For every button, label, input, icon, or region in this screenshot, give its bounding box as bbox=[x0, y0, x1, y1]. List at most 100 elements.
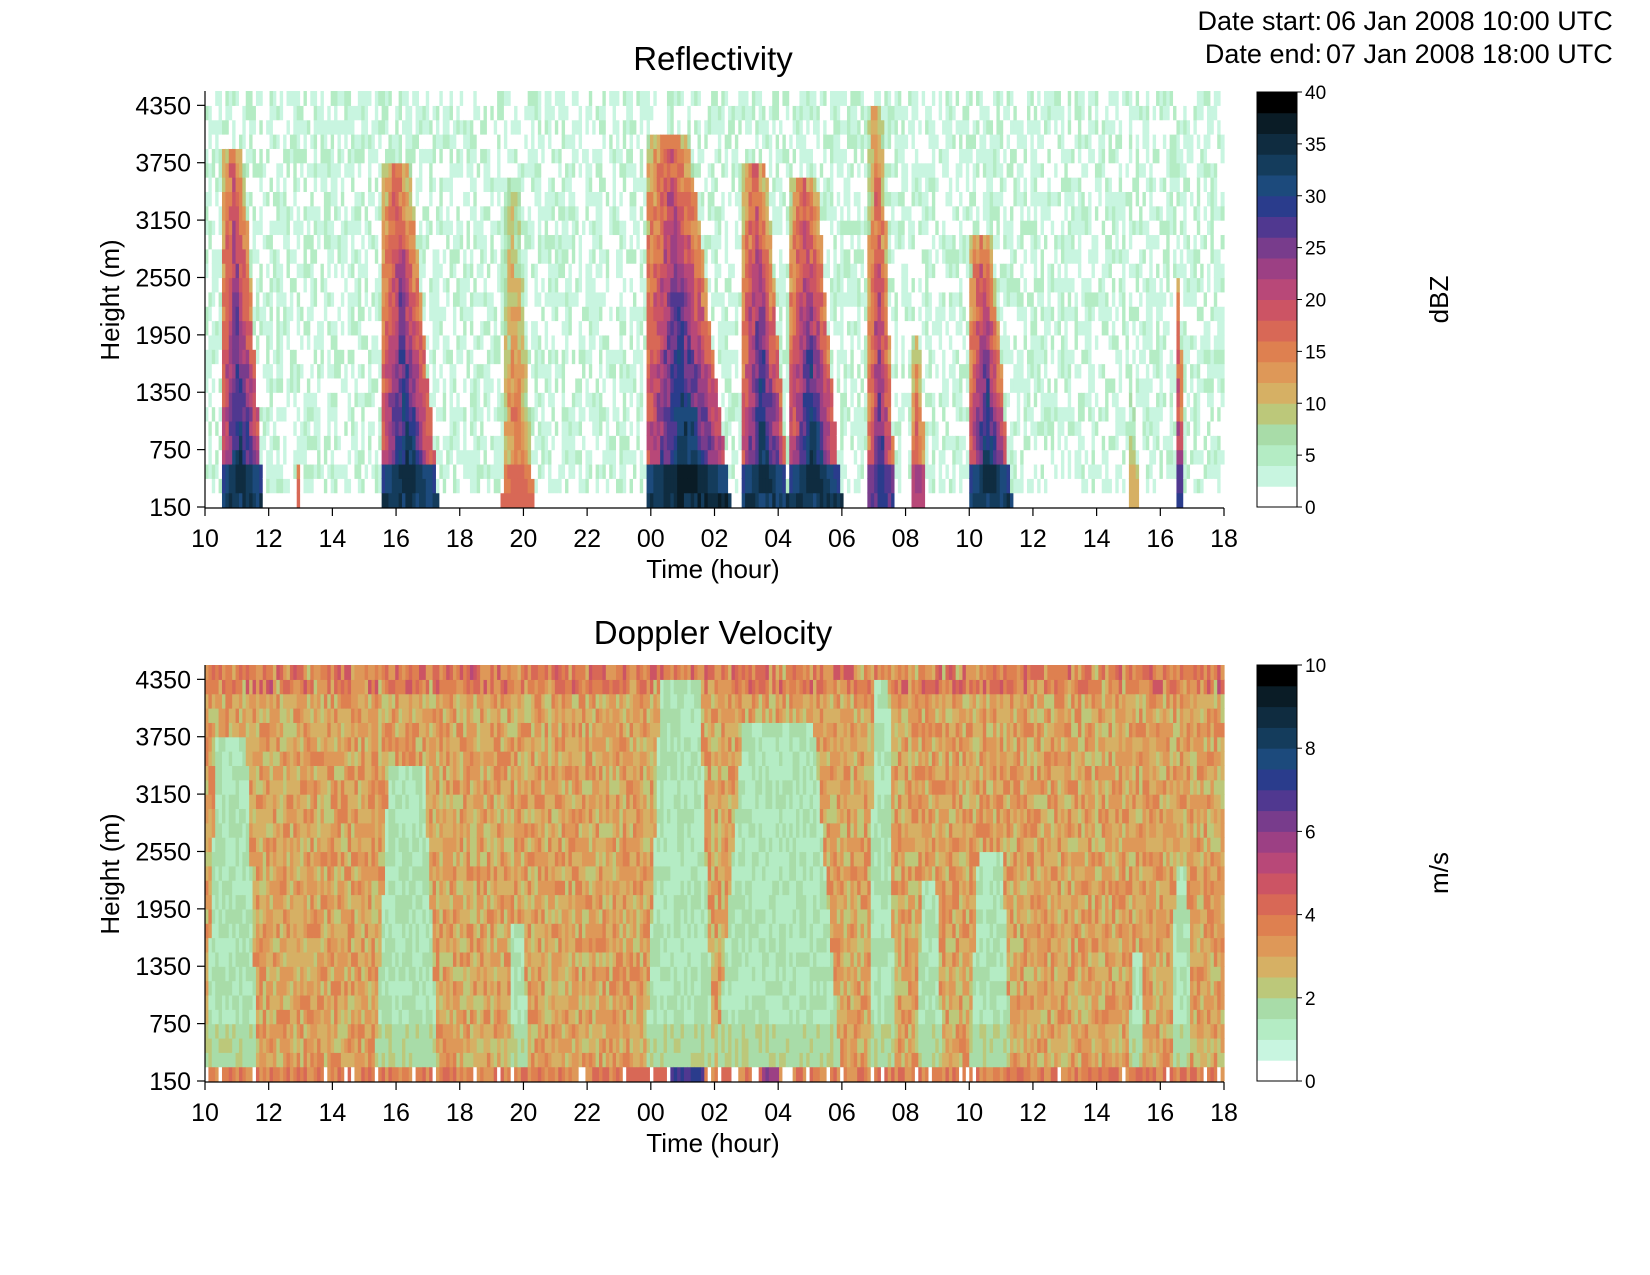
heatmap-cell bbox=[463, 248, 468, 264]
heatmap-cell bbox=[449, 277, 454, 293]
heatmap-cell bbox=[286, 349, 291, 365]
heatmap-cell bbox=[381, 406, 386, 422]
heatmap-cell bbox=[368, 377, 373, 393]
heatmap-cell bbox=[449, 349, 454, 365]
heatmap-cell bbox=[221, 306, 226, 322]
heatmap-cell bbox=[435, 205, 440, 221]
heatmap-cell bbox=[463, 320, 468, 336]
heatmap-cell bbox=[313, 306, 318, 322]
heatmap-cell bbox=[452, 220, 457, 236]
heatmap-cell bbox=[439, 349, 444, 365]
heatmap-cell bbox=[351, 248, 356, 264]
heatmap-cell bbox=[300, 363, 305, 379]
heatmap-cell bbox=[402, 392, 407, 408]
heatmap-cell bbox=[459, 377, 464, 393]
heatmap-cell bbox=[215, 463, 220, 479]
heatmap-cell bbox=[459, 291, 464, 307]
heatmap-cell bbox=[272, 177, 277, 193]
heatmap-cell bbox=[310, 435, 315, 451]
heatmap-cell bbox=[211, 220, 216, 236]
heatmap-cell bbox=[354, 234, 359, 250]
heatmap-cell bbox=[364, 263, 369, 279]
heatmap-cell bbox=[381, 162, 386, 178]
heatmap-cell bbox=[249, 234, 254, 250]
heatmap-cell bbox=[296, 492, 301, 508]
heatmap-cell bbox=[351, 134, 356, 149]
heatmap-cell bbox=[296, 478, 301, 494]
heatmap-cell bbox=[266, 349, 271, 365]
heatmap-cell bbox=[276, 406, 281, 422]
heatmap-cell bbox=[255, 449, 260, 465]
heatmap-cell bbox=[347, 420, 352, 436]
heatmap-cell bbox=[391, 205, 396, 221]
heatmap-cell bbox=[446, 377, 451, 393]
heatmap-cell bbox=[425, 205, 430, 221]
heatmap-cell bbox=[398, 148, 403, 164]
heatmap-cell bbox=[262, 234, 267, 250]
heatmap-cell bbox=[259, 349, 264, 365]
heatmap-cell bbox=[252, 306, 257, 322]
heatmap-cell bbox=[344, 449, 349, 465]
heatmap-cell bbox=[276, 205, 281, 221]
heatmap-cell bbox=[340, 234, 345, 250]
heatmap-cell bbox=[218, 248, 223, 264]
heatmap-cell bbox=[357, 349, 362, 365]
heatmap-cell bbox=[368, 463, 373, 479]
heatmap-cell bbox=[347, 334, 352, 350]
heatmap-cell bbox=[215, 377, 220, 393]
heatmap-cell bbox=[340, 392, 345, 408]
heatmap-cell bbox=[208, 334, 213, 350]
heatmap-cell bbox=[391, 435, 396, 451]
heatmap-cell bbox=[303, 105, 308, 121]
heatmap-cell bbox=[279, 435, 284, 451]
heatmap-cell bbox=[242, 263, 247, 279]
heatmap-cell bbox=[242, 191, 247, 207]
heatmap-cell bbox=[266, 478, 271, 494]
heatmap-cell bbox=[408, 320, 413, 336]
heatmap-cell bbox=[310, 377, 315, 393]
heatmap-cell bbox=[340, 148, 345, 164]
heatmap-cell bbox=[412, 349, 417, 365]
heatmap-cell bbox=[242, 119, 247, 135]
heatmap-cell bbox=[385, 191, 390, 207]
heatmap-cell bbox=[289, 406, 294, 422]
heatmap-cell bbox=[208, 478, 213, 494]
heatmap-cell bbox=[449, 191, 454, 207]
heatmap-cell bbox=[272, 248, 277, 264]
heatmap-cell bbox=[255, 306, 260, 322]
heatmap-cell bbox=[327, 349, 332, 365]
heatmap-cell bbox=[235, 320, 240, 336]
heatmap-cell bbox=[442, 377, 447, 393]
heatmap-cell bbox=[218, 349, 223, 365]
heatmap-cell bbox=[317, 377, 322, 393]
heatmap-cell bbox=[283, 463, 288, 479]
heatmap-cell bbox=[238, 306, 243, 322]
heatmap-cell bbox=[408, 162, 413, 178]
heatmap-cell bbox=[429, 291, 434, 307]
heatmap-cell bbox=[381, 449, 386, 465]
heatmap-cell bbox=[368, 449, 373, 465]
heatmap-cell bbox=[259, 377, 264, 393]
heatmap-cell bbox=[507, 119, 512, 135]
heatmap-cell bbox=[415, 492, 420, 508]
heatmap-cell bbox=[235, 449, 240, 465]
heatmap-cell bbox=[361, 478, 366, 494]
heatmap-cell bbox=[317, 177, 322, 193]
heatmap-cell bbox=[208, 435, 213, 451]
heatmap-cell bbox=[463, 306, 468, 322]
heatmap-cell bbox=[296, 392, 301, 408]
heatmap-cell bbox=[432, 105, 437, 121]
heatmap-cell bbox=[381, 349, 386, 365]
heatmap-cell bbox=[235, 306, 240, 322]
heatmap-cell bbox=[235, 248, 240, 264]
heatmap-cell bbox=[442, 220, 447, 236]
heatmap-cell bbox=[371, 134, 376, 149]
heatmap-cell bbox=[385, 435, 390, 451]
heatmap-cell bbox=[381, 306, 386, 322]
heatmap-cell bbox=[361, 449, 366, 465]
heatmap-cell bbox=[388, 148, 393, 164]
heatmap-cell bbox=[300, 449, 305, 465]
heatmap-cell bbox=[446, 420, 451, 436]
heatmap-cell bbox=[398, 105, 403, 121]
heatmap-cell bbox=[330, 320, 335, 336]
